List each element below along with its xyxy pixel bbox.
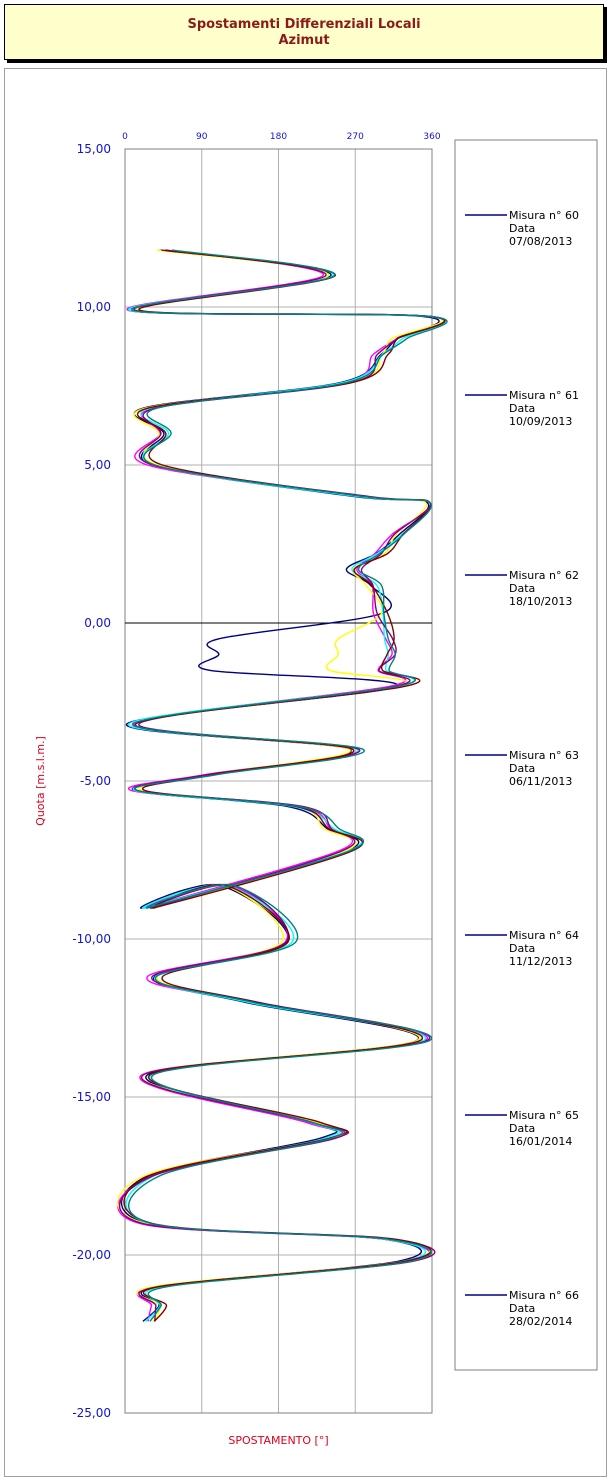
legend-date: 18/10/2013	[509, 595, 572, 608]
grid-lines	[125, 149, 432, 1413]
chart-frame	[4, 68, 607, 1477]
chart-title: Spostamenti Differenziali Locali	[187, 17, 421, 32]
x-tick-labels: 0 90 180 270 360	[122, 132, 441, 142]
series-line	[117, 249, 444, 1322]
x-tick-label: 270	[347, 132, 364, 142]
x-tick-label: 360	[423, 132, 440, 142]
legend-series-name: Misura n° 62	[509, 569, 579, 582]
y-tick-label: 5,00	[84, 458, 111, 472]
legend-date-label: Data	[509, 1122, 535, 1135]
legend-series-name: Misura n° 61	[509, 389, 579, 402]
series-line	[123, 249, 446, 1322]
legend-date: 10/09/2013	[509, 415, 572, 428]
legend-series-name: Misura n° 63	[509, 749, 579, 762]
y-tick-label: -10,00	[72, 932, 111, 946]
series-line	[119, 249, 446, 1322]
chart-subtitle: Azimut	[278, 33, 330, 48]
legend-date-label: Data	[509, 222, 535, 235]
legend-series-name: Misura n° 65	[509, 1109, 579, 1122]
y-tick-label: -20,00	[72, 1248, 111, 1262]
plot-area	[124, 148, 433, 1414]
legend-date-label: Data	[509, 942, 535, 955]
legend-date: 07/08/2013	[509, 235, 572, 248]
legend-series-name: Misura n° 64	[509, 929, 579, 942]
x-axis-label: SPOSTAMENTO [°]	[228, 1434, 328, 1447]
x-tick-label: 180	[270, 132, 287, 142]
x-tick-label: 0	[122, 132, 128, 142]
legend-series-name: Misura n° 66	[509, 1289, 579, 1302]
legend-date: 11/12/2013	[509, 955, 572, 968]
y-tick-label: 10,00	[77, 300, 111, 314]
legend-date-label: Data	[509, 1302, 535, 1315]
chart-title-box: Spostamenti Differenziali Locali Azimut	[4, 4, 604, 60]
legend-date-label: Data	[509, 402, 535, 415]
y-tick-label: 0,00	[84, 616, 111, 630]
y-tick-label: -25,00	[72, 1406, 111, 1420]
y-tick-label: 15,00	[77, 142, 111, 156]
series-lines	[117, 249, 448, 1322]
legend-date: 28/02/2014	[509, 1315, 572, 1328]
series-line	[125, 249, 447, 1322]
series-line	[128, 249, 448, 1322]
legend-series-name: Misura n° 60	[509, 209, 579, 222]
series-line	[120, 249, 440, 1322]
legend-date-label: Data	[509, 762, 535, 775]
y-axis-label: Quota [m.s.l.m.]	[34, 736, 47, 826]
legend-date: 16/01/2014	[509, 1135, 572, 1148]
y-tick-label: -5,00	[80, 774, 111, 788]
x-tick-label: 90	[196, 132, 208, 142]
series-line	[117, 249, 447, 1322]
legend-date: 06/11/2013	[509, 775, 572, 788]
y-tick-labels: 15,00 10,00 5,00 0,00 -5,00 -10,00 -15,00 -20,0…	[72, 142, 111, 1420]
y-tick-label: -15,00	[72, 1090, 111, 1104]
legend-date-label: Data	[509, 582, 535, 595]
